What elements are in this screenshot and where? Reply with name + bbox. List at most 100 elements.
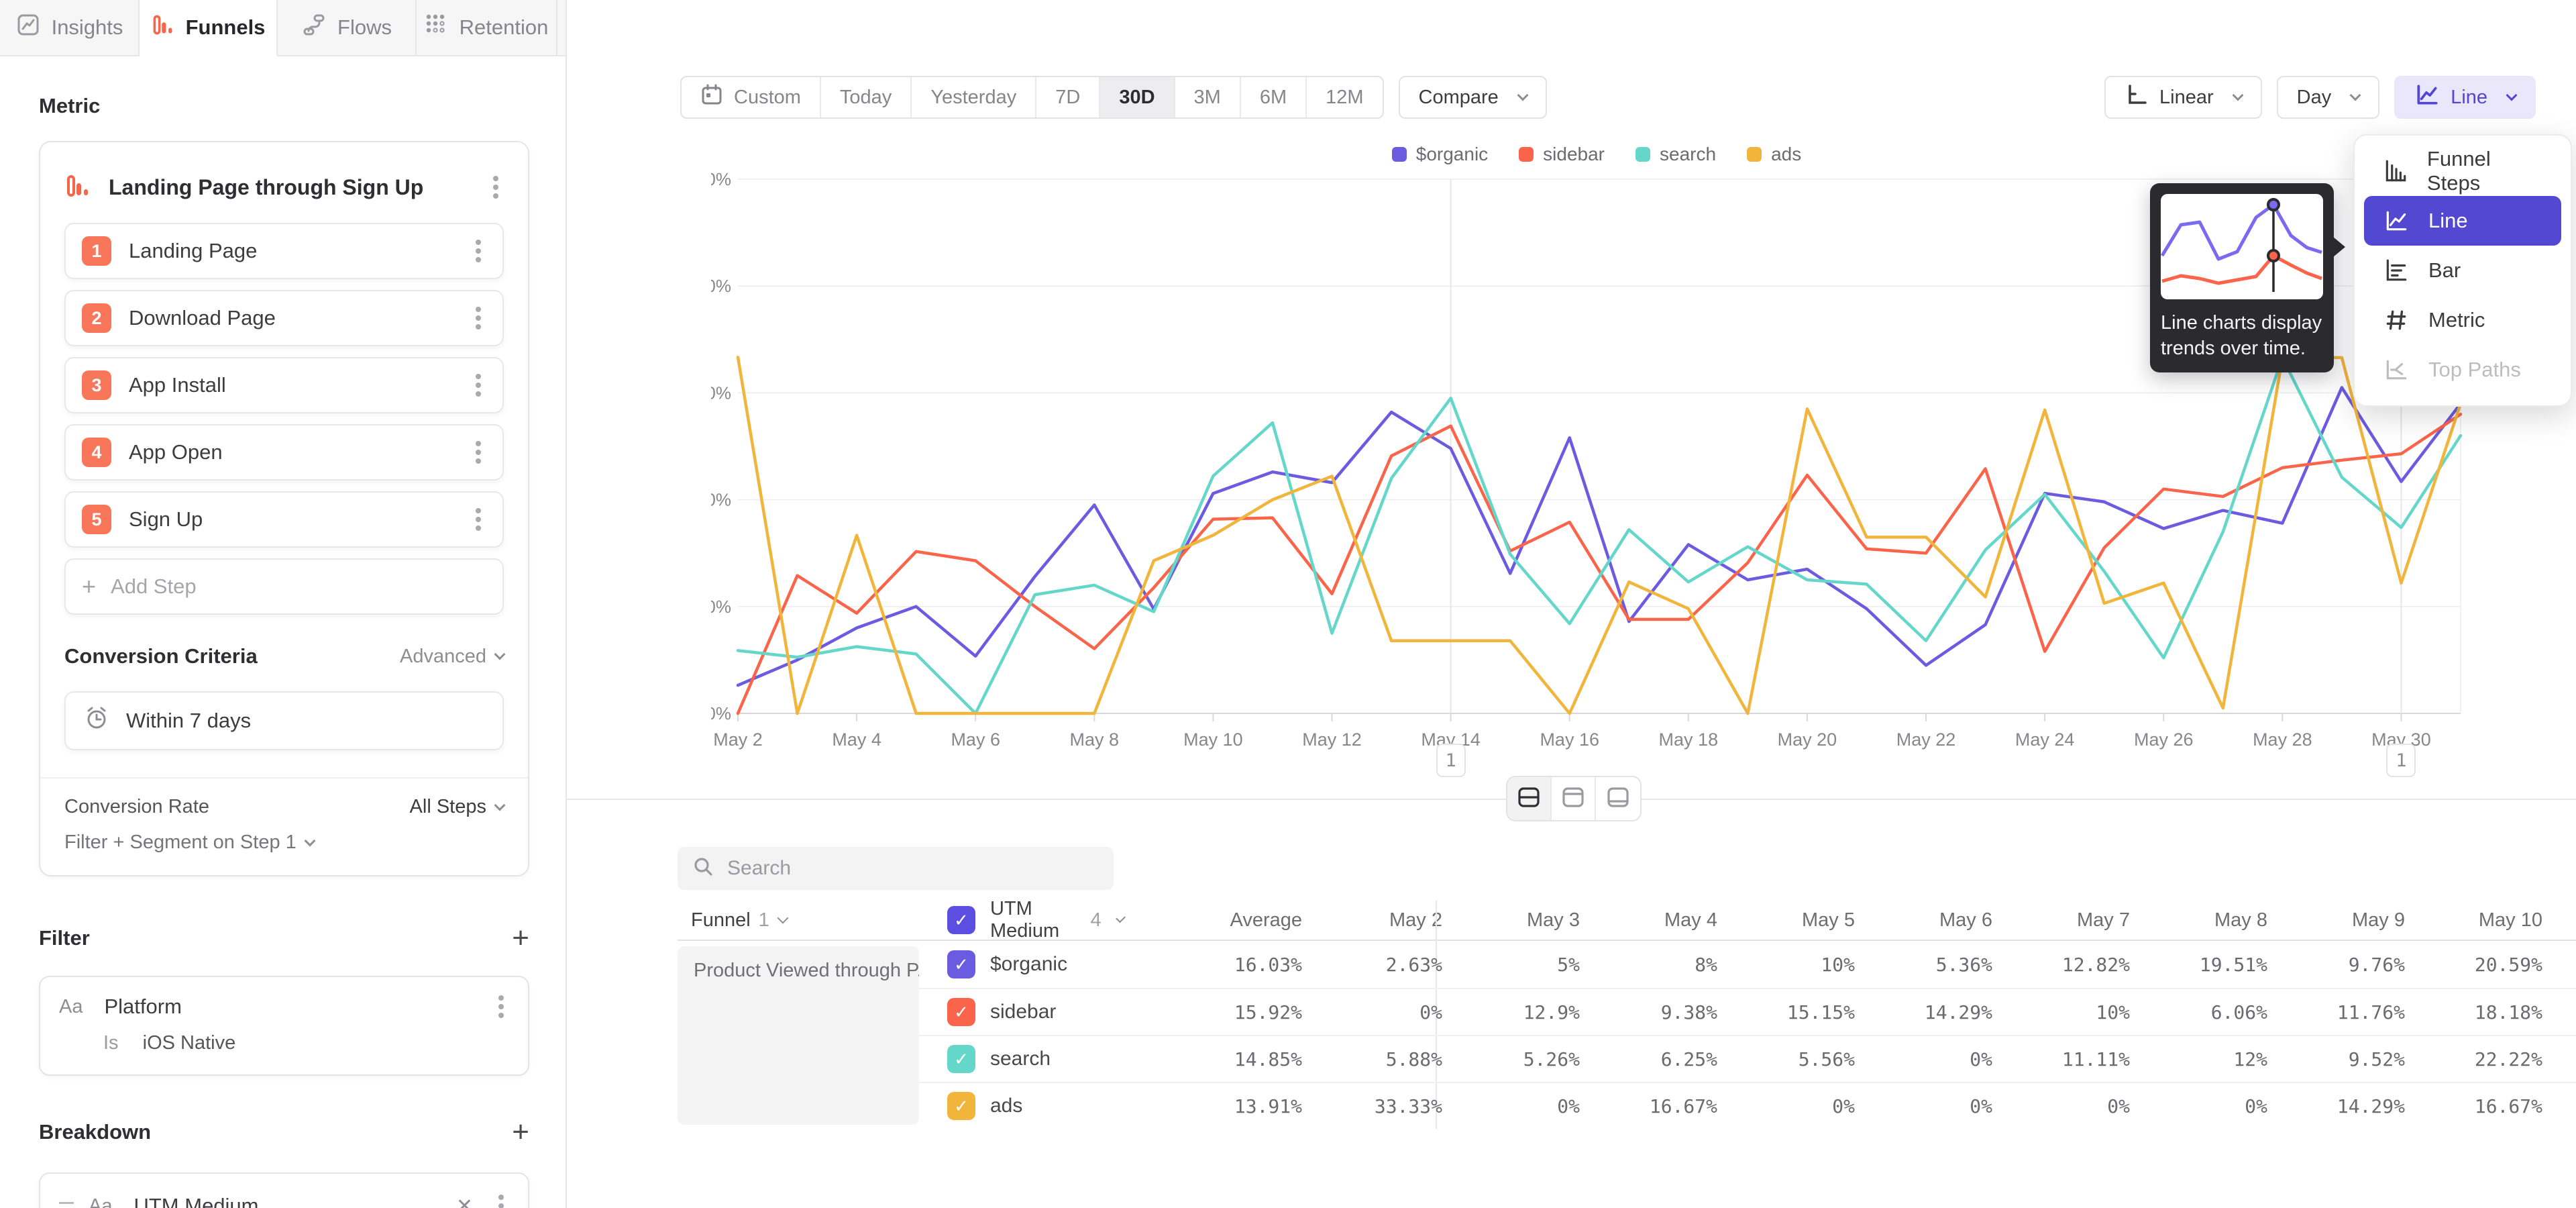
step-kebab-icon[interactable] xyxy=(476,248,481,254)
chevron-down-icon xyxy=(1517,90,1528,101)
annotation-chip-2[interactable]: 1 xyxy=(2386,744,2416,777)
menu-item-metric[interactable]: Metric xyxy=(2364,295,2561,345)
date-column-header[interactable]: May 8 xyxy=(2150,909,2288,932)
conversion-rate-label: Conversion Rate xyxy=(64,796,209,818)
series-checkbox[interactable]: ✓ xyxy=(947,1092,975,1120)
series-name: sidebar xyxy=(990,1001,1056,1023)
range-today[interactable]: Today xyxy=(821,77,912,117)
series-checkbox[interactable]: ✓ xyxy=(947,1045,975,1073)
range-3m[interactable]: 3M xyxy=(1175,77,1241,117)
legend-item-organic[interactable]: $organic xyxy=(1392,144,1488,165)
table-search[interactable] xyxy=(678,847,1114,890)
funnel-name-cell[interactable]: Product Viewed through P... xyxy=(678,946,919,1125)
average-column-header[interactable]: Average xyxy=(1124,909,1325,932)
chart-type-dropdown-button[interactable]: Line xyxy=(2394,76,2536,119)
date-column-header[interactable]: May 9 xyxy=(2288,909,2425,932)
legend-item-sidebar[interactable]: sidebar xyxy=(1519,144,1605,165)
breakdown-card[interactable]: Aa UTM Medium ✕ xyxy=(39,1172,529,1208)
legend-item-search[interactable]: search xyxy=(1635,144,1716,165)
tab-flows[interactable]: Flows xyxy=(278,0,417,56)
funnel-step-4[interactable]: 4App Open xyxy=(64,424,504,481)
search-input[interactable] xyxy=(727,857,1099,880)
range-30d[interactable]: 30D xyxy=(1100,77,1175,117)
conversion-rate-dropdown[interactable]: All Steps xyxy=(410,796,504,818)
step-kebab-icon[interactable] xyxy=(476,315,481,321)
range-6m[interactable]: 6M xyxy=(1241,77,1307,117)
add-step-button[interactable]: + Add Step xyxy=(64,558,504,615)
step-kebab-icon[interactable] xyxy=(476,517,481,522)
funnel-steps-list: 1Landing Page 2Download Page 3App Install 4… xyxy=(64,223,504,548)
series-cell[interactable]: ✓ads xyxy=(919,1092,1124,1120)
range-7d[interactable]: 7D xyxy=(1036,77,1100,117)
breakdown-kebab-icon[interactable] xyxy=(498,1203,504,1208)
date-column-header[interactable]: May 7 xyxy=(2012,909,2150,932)
annotation-chip-1[interactable]: 1 xyxy=(1436,744,1466,777)
chevron-down-icon xyxy=(494,799,506,811)
step-kebab-icon[interactable] xyxy=(476,383,481,388)
funnel-kebab-icon[interactable] xyxy=(493,185,498,190)
series-cell[interactable]: ✓ sidebar xyxy=(919,998,1124,1026)
filter-card[interactable]: Aa Platform Is iOS Native xyxy=(39,976,529,1076)
funnel-step-1[interactable]: 1Landing Page xyxy=(64,223,504,279)
date-column-header[interactable]: May 10 xyxy=(2425,909,2563,932)
filter-value[interactable]: iOS Native xyxy=(143,1032,236,1054)
date-column-header[interactable]: May 2 xyxy=(1325,909,1462,932)
range-yesterday[interactable]: Yesterday xyxy=(912,77,1036,117)
remove-breakdown-icon[interactable]: ✕ xyxy=(456,1195,473,1208)
step-label: Sign Up xyxy=(129,507,470,532)
svg-text:May 6: May 6 xyxy=(951,729,1000,750)
breakdown-title: Breakdown xyxy=(39,1120,151,1144)
funnel-title-row[interactable]: Landing Page through Sign Up xyxy=(64,162,504,212)
funnel-column-header[interactable]: Funnel 1 xyxy=(678,909,919,932)
tab-funnels[interactable]: Funnels xyxy=(140,0,278,56)
advanced-dropdown[interactable]: Advanced xyxy=(400,646,504,668)
chevron-down-icon xyxy=(304,835,315,846)
drag-handle-icon[interactable] xyxy=(59,1202,74,1208)
granularity-label: Day xyxy=(2297,87,2332,109)
menu-item-funnel-steps[interactable]: Funnel Steps xyxy=(2364,146,2561,196)
legend-item-ads[interactable]: ads xyxy=(1747,144,1801,165)
filter-kebab-icon[interactable] xyxy=(498,1004,504,1009)
chevron-down-icon xyxy=(2506,90,2518,101)
date-column-header[interactable]: May 3 xyxy=(1462,909,1600,932)
menu-item-line[interactable]: Line xyxy=(2364,196,2561,246)
series-cell[interactable]: ✓$organic xyxy=(919,950,1124,978)
tab-retention[interactable]: Retention xyxy=(417,0,557,56)
breakdown-count: 4 xyxy=(1091,909,1102,932)
layout-toggle-split-view[interactable] xyxy=(1507,777,1552,820)
filter-segment-dropdown[interactable]: Filter + Segment on Step 1 xyxy=(64,832,504,854)
day-value: 12.9% xyxy=(1462,1001,1600,1023)
series-checkbox[interactable]: ✓ xyxy=(947,950,975,978)
date-column-header[interactable]: May 6 xyxy=(1875,909,2012,932)
compare-button[interactable]: Compare xyxy=(1399,76,1547,119)
metric-card: Landing Page through Sign Up 1Landing Pa… xyxy=(39,141,529,876)
scale-dropdown-button[interactable]: Linear xyxy=(2104,76,2262,119)
range-12m[interactable]: 12M xyxy=(1307,77,1382,117)
tab-insights[interactable]: Insights xyxy=(0,0,140,56)
funnel-step-3[interactable]: 3App Install xyxy=(64,357,504,413)
filter-operator[interactable]: Is xyxy=(103,1032,119,1054)
menu-item-label: Line xyxy=(2428,209,2468,233)
series-checkbox[interactable]: ✓ xyxy=(947,998,975,1026)
layout-toggle-table-only[interactable] xyxy=(1596,777,1640,820)
menu-item-bar[interactable]: Bar xyxy=(2364,246,2561,295)
funnel-step-2[interactable]: 2Download Page xyxy=(64,290,504,346)
layout-toggle-chart-only[interactable] xyxy=(1552,777,1596,820)
breakdown-column-header[interactable]: ✓ UTM Medium 4 xyxy=(919,898,1124,942)
range-label: 12M xyxy=(1326,87,1363,109)
legend-swatch xyxy=(1635,147,1650,162)
series-cell[interactable]: ✓search xyxy=(919,1045,1124,1073)
conversion-window-card[interactable]: Within 7 days xyxy=(64,691,504,750)
select-all-checkbox[interactable]: ✓ xyxy=(947,906,975,934)
date-column-header[interactable]: May 5 xyxy=(1737,909,1875,932)
funnel-step-5[interactable]: 5Sign Up xyxy=(64,491,504,548)
step-kebab-icon[interactable] xyxy=(476,450,481,455)
svg-text:May 8: May 8 xyxy=(1070,729,1120,750)
conversion-criteria-row: Conversion Criteria Advanced xyxy=(64,644,504,668)
granularity-dropdown-button[interactable]: Day xyxy=(2277,76,2380,119)
range-label: Yesterday xyxy=(930,87,1016,109)
range-custom[interactable]: Custom xyxy=(682,77,821,117)
add-filter-button[interactable]: + xyxy=(512,923,529,953)
date-column-header[interactable]: May 4 xyxy=(1600,909,1737,932)
add-breakdown-button[interactable]: + xyxy=(512,1117,529,1147)
